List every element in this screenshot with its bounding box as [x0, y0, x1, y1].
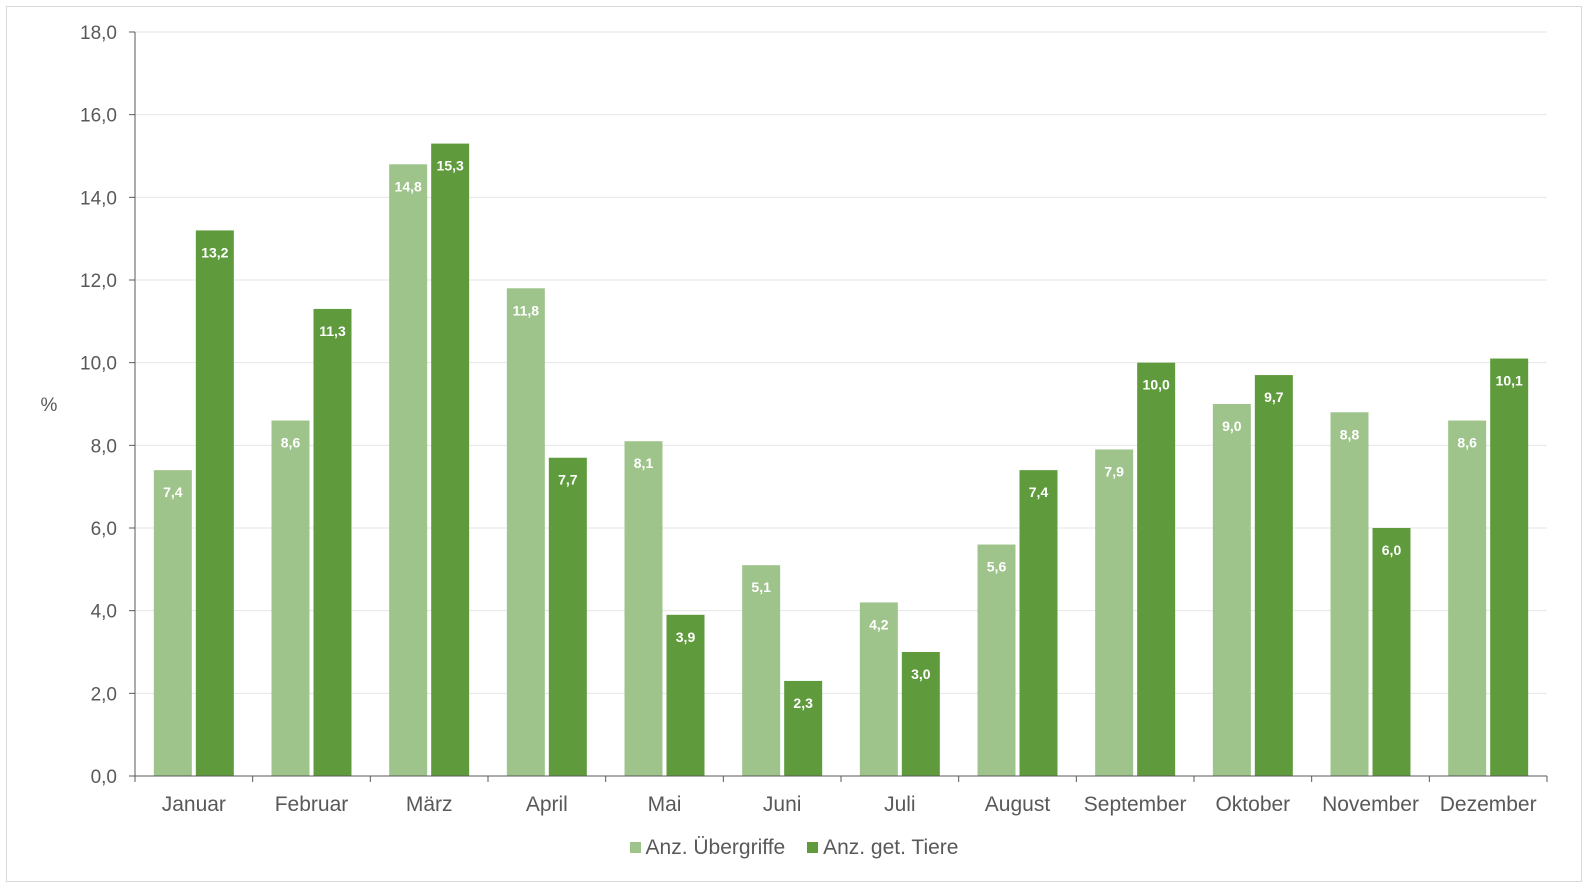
bar-series-1: [742, 565, 781, 776]
data-label-series-1: 8,8: [1340, 426, 1360, 442]
data-label-series-2: 10,1: [1496, 373, 1523, 389]
data-label-series-2: 13,2: [201, 244, 228, 260]
y-tick-label: 18,0: [80, 23, 117, 44]
data-label-series-1: 9,0: [1222, 418, 1242, 434]
bar-series-2: [195, 230, 234, 776]
data-label-series-1: 8,1: [634, 455, 654, 471]
legend-swatch-series-2: [807, 842, 819, 853]
x-category-label: März: [406, 793, 453, 816]
data-label-series-2: 15,3: [437, 158, 464, 174]
data-label-series-2: 9,7: [1264, 389, 1284, 405]
bar-series-1: [859, 602, 898, 776]
data-label-series-2: 3,9: [676, 629, 696, 645]
x-category-label: November: [1322, 793, 1419, 816]
x-category-label: Juni: [763, 793, 802, 816]
bar-series-1: [153, 470, 192, 776]
bar-series-2: [666, 614, 705, 776]
legend-label-series-1: Anz. Übergriffe: [645, 836, 786, 859]
legend-label-series-2: Anz. get. Tiere: [823, 836, 959, 859]
y-tick-label: 10,0: [80, 354, 117, 375]
x-category-label: April: [526, 793, 568, 816]
bar-series-2: [901, 652, 940, 776]
bar-series-1: [1330, 412, 1369, 776]
bar-series-1: [1095, 449, 1134, 776]
data-label-series-2: 2,3: [793, 695, 813, 711]
bar-series-2: [431, 143, 470, 777]
legend-item-series-1: Anz. Übergriffe: [629, 836, 786, 860]
x-category-label: Januar: [162, 793, 226, 816]
bar-series-1: [271, 420, 310, 776]
bars: [153, 143, 1529, 777]
legend: Anz. Übergriffe Anz. get. Tiere: [0, 836, 1588, 860]
data-label-series-2: 3,0: [911, 666, 931, 682]
bar-series-1: [506, 288, 545, 776]
data-label-series-1: 7,4: [163, 484, 183, 500]
data-label-series-2: 6,0: [1382, 542, 1402, 558]
data-label-series-1: 8,6: [1457, 435, 1477, 451]
x-category-label: Februar: [275, 793, 349, 816]
x-category-label: September: [1084, 793, 1187, 816]
x-category-label: August: [985, 793, 1051, 816]
y-tick-label: 6,0: [91, 519, 117, 540]
gridlines: [135, 31, 1547, 694]
y-tick-label: 16,0: [80, 106, 117, 127]
x-category-label: Juli: [884, 793, 916, 816]
bar-series-2: [1372, 528, 1411, 776]
data-labels: 7,4 8,6 14,8 11,8 8,1 5,1 4,2 5,6 7,9 9,0 8,8 8,6 13…: [163, 158, 1523, 711]
y-tick-label: 8,0: [91, 436, 117, 457]
bar-series-2: [1137, 362, 1176, 776]
bar-series-2: [313, 308, 352, 776]
data-label-series-2: 11,3: [319, 323, 346, 339]
bar-series-2: [1019, 470, 1058, 776]
y-axis-label: %: [41, 395, 58, 416]
data-label-series-1: 4,2: [869, 616, 889, 632]
data-label-series-2: 7,7: [558, 472, 578, 488]
y-tick-labels: 0,0 2,0 4,0 6,0 8,0 10,0 12,0 14,0 16,0 18,0: [80, 23, 117, 788]
bar-series-2: [1254, 375, 1293, 776]
bar-series-2: [1490, 358, 1529, 776]
x-category-label: Mai: [648, 793, 682, 816]
legend-item-series-2: Anz. get. Tiere: [807, 836, 958, 860]
y-tick-label: 2,0: [91, 684, 117, 705]
data-label-series-1: 8,6: [281, 435, 301, 451]
bar-series-2: [784, 680, 823, 776]
data-label-series-1: 11,8: [513, 302, 540, 318]
x-category-labels: Januar Februar März April Mai Juni Juli August S…: [162, 793, 1537, 816]
bar-series-2: [548, 457, 587, 776]
bar-series-1: [1212, 404, 1251, 776]
y-tick-label: 14,0: [80, 188, 117, 209]
x-category-label: Oktober: [1215, 793, 1290, 816]
y-tick-label: 4,0: [91, 602, 117, 623]
axes: [129, 31, 1548, 782]
bar-series-1: [389, 164, 428, 776]
data-label-series-2: 7,4: [1029, 484, 1049, 500]
data-label-series-1: 5,6: [987, 559, 1007, 575]
bar-series-1: [977, 544, 1016, 776]
data-label-series-1: 5,1: [751, 579, 771, 595]
legend-swatch-series-1: [629, 842, 641, 853]
bar-series-1: [1448, 420, 1487, 776]
x-category-label: Dezember: [1440, 793, 1537, 816]
data-label-series-1: 7,9: [1104, 463, 1124, 479]
y-tick-label: 12,0: [80, 271, 117, 292]
data-label-series-2: 10,0: [1143, 377, 1170, 393]
y-tick-label: 0,0: [91, 767, 117, 788]
bar-series-1: [624, 441, 663, 776]
data-label-series-1: 14,8: [395, 178, 422, 194]
